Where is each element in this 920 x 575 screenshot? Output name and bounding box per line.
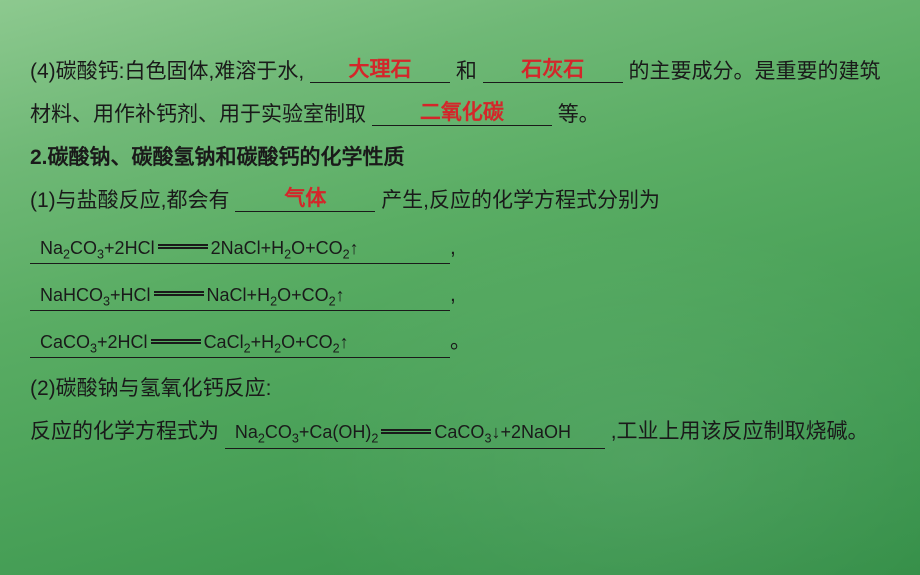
sub1-line: (1)与盐酸反应,都会有 气体 产生,反应的化学方程式分别为 <box>30 179 890 222</box>
fill-marble: 大理石 <box>349 58 412 81</box>
item-4-mid: 和 <box>456 60 477 83</box>
item-4-prefix: (4)碳酸钙:白色固体,难溶于水, <box>30 60 304 83</box>
item-4-suffix1: 的主要成分。是重要的建筑 <box>629 60 881 83</box>
blank-marble: 大理石 <box>310 57 450 83</box>
blank-gas: 气体 <box>235 186 375 212</box>
eq2-tail: , <box>450 283 456 306</box>
sub1-prefix: (1)与盐酸反应,都会有 <box>30 189 230 212</box>
equation-3: CaCO3+2HClCaCl2+H2O+CO2↑ <box>30 330 450 358</box>
equation-1-row: Na2CO3+2HCl2NaCl+H2O+CO2↑, <box>30 226 890 269</box>
sub2-line: 反应的化学方程式为 Na2CO3+Ca(OH)2CaCO3↓+2NaOH ,工业… <box>30 410 890 453</box>
item-4-line-2: 材料、用作补钙剂、用于实验室制取 二氧化碳 等。 <box>30 93 890 136</box>
fill-co2: 二氧化碳 <box>420 101 504 124</box>
section-2-heading: 2.碳酸钠、碳酸氢钠和碳酸钙的化学性质 <box>30 136 890 179</box>
sub2-heading: (2)碳酸钠与氢氧化钙反应: <box>30 367 890 410</box>
equation-2-row: NaHCO3+HClNaCl+H2O+CO2↑, <box>30 273 890 316</box>
blank-co2: 二氧化碳 <box>372 100 552 126</box>
equation-1: Na2CO3+2HCl2NaCl+H2O+CO2↑ <box>30 236 450 264</box>
sub2-suffix: ,工业上用该反应制取烧碱。 <box>611 420 869 443</box>
equation-2: NaHCO3+HClNaCl+H2O+CO2↑ <box>30 283 450 311</box>
equation-4: Na2CO3+Ca(OH)2CaCO3↓+2NaOH <box>225 420 605 448</box>
sub2-prefix: 反应的化学方程式为 <box>30 420 219 443</box>
item-4-line2-prefix: 材料、用作补钙剂、用于实验室制取 <box>30 103 366 126</box>
eq3-tail: 。 <box>450 330 471 353</box>
reaction-arrow-icon <box>154 294 204 296</box>
eq1-tail: , <box>450 236 456 259</box>
item-4-line2-suffix: 等。 <box>558 103 600 126</box>
reaction-arrow-icon <box>151 342 201 344</box>
equation-3-row: CaCO3+2HClCaCl2+H2O+CO2↑。 <box>30 320 890 363</box>
reaction-arrow-icon <box>381 432 431 434</box>
reaction-arrow-icon <box>158 247 208 249</box>
fill-gas: 气体 <box>284 187 326 210</box>
sub1-suffix: 产生,反应的化学方程式分别为 <box>381 189 660 212</box>
fill-limestone: 石灰石 <box>521 58 584 81</box>
blank-limestone: 石灰石 <box>483 57 623 83</box>
item-4-line-1: (4)碳酸钙:白色固体,难溶于水, 大理石 和 石灰石 的主要成分。是重要的建筑 <box>30 50 890 93</box>
